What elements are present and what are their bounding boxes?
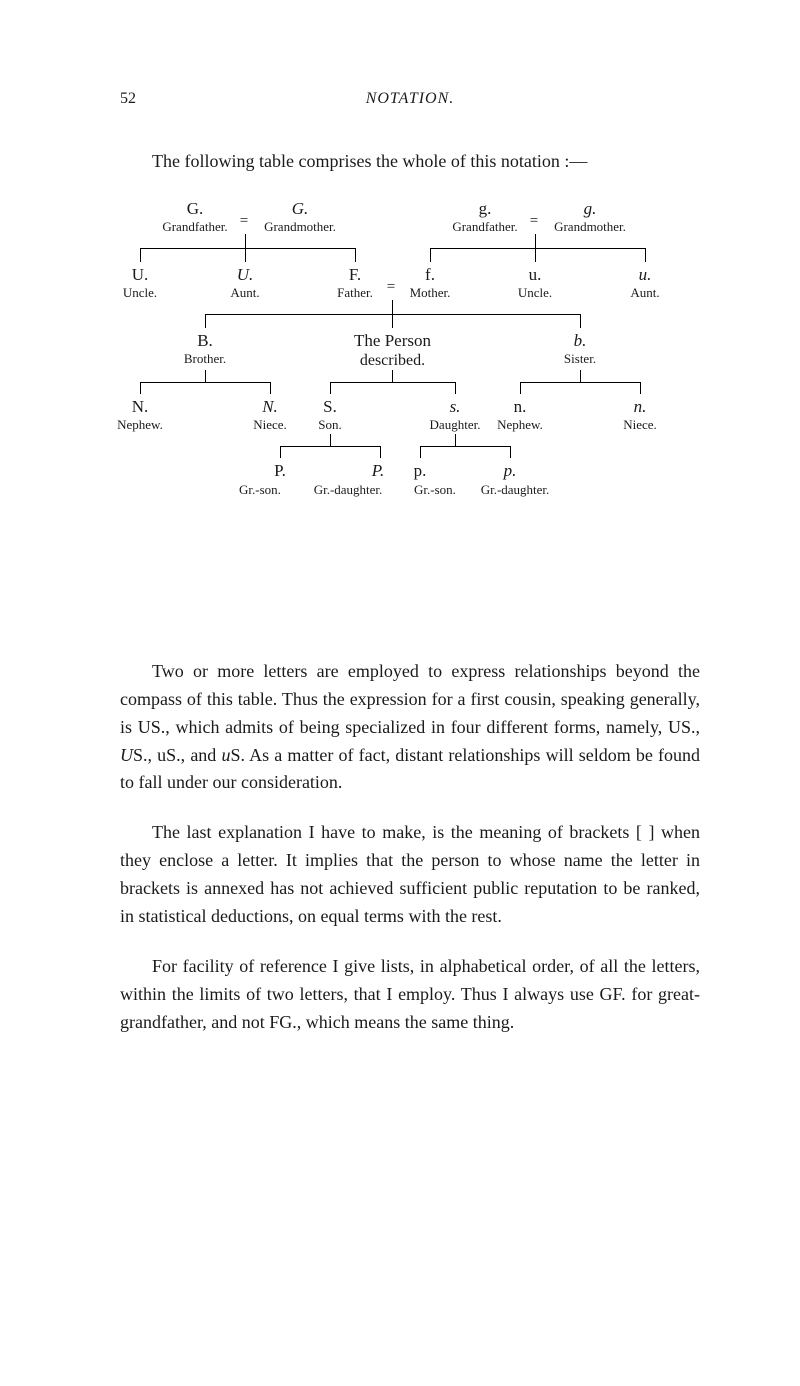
g3-person-sub: described. — [330, 351, 455, 371]
para-2: The last explanation I have to make, is … — [120, 819, 700, 931]
p1e: S., uS., and — [133, 745, 221, 765]
para-3: For facility of reference I give lists, … — [120, 953, 700, 1037]
g4-Nit-sub: Niece. — [240, 417, 300, 433]
notation-tree: G. Grandfather. = G. Grandmother. g. Gra… — [120, 198, 700, 628]
g4-nit-sub: Niece. — [610, 417, 670, 433]
g2-f: f. — [400, 264, 460, 285]
g4-N-sub: Nephew. — [110, 417, 170, 433]
running-head: NOTATION. — [120, 90, 700, 108]
g2-f-sub: Mother. — [400, 285, 460, 301]
g1-g-sub: Grandfather. — [445, 219, 525, 235]
p3e: , which means the same thing. — [297, 1012, 514, 1032]
para-1: Two or more letters are employed to expr… — [120, 658, 700, 797]
g4-S: S. — [300, 396, 360, 417]
g4-nit: n. — [610, 396, 670, 417]
g3-person: The Person — [330, 330, 455, 351]
g4-N: N. — [110, 396, 170, 417]
g4-n-sub: Nephew. — [490, 417, 550, 433]
g1-eq1: = — [235, 212, 253, 231]
g1-G-sub: Grandfather. — [155, 219, 235, 235]
g2-F-sub: Father. — [325, 285, 385, 301]
g2-U: U. — [110, 264, 170, 285]
g3-B-sub: Brother. — [170, 351, 240, 367]
g3-bit: b. — [545, 330, 615, 351]
g1-git: g. — [545, 198, 635, 219]
g1-eq2: = — [525, 212, 543, 231]
g2-u-sub: Uncle. — [505, 285, 565, 301]
g1-Git: G. — [255, 198, 345, 219]
intro-paragraph: The following table comprises the whole … — [120, 148, 700, 176]
g2-Uit-sub: Aunt. — [215, 285, 275, 301]
g2-uit-sub: Aunt. — [615, 285, 675, 301]
p1c: , which admits of being specialized in f… — [165, 717, 700, 737]
g5-p-sub: Gr.-son. — [400, 482, 470, 498]
intro-text: The following table comprises the whole … — [152, 151, 587, 171]
g3-bit-sub: Sister. — [545, 351, 615, 367]
p3b: GF. — [600, 984, 626, 1004]
g4-Nit: N. — [240, 396, 300, 417]
g5-P-sub: Gr.-son. — [225, 482, 295, 498]
g5-p: p. — [390, 460, 450, 481]
g4-sit: s. — [420, 396, 490, 417]
g2-eq: = — [382, 278, 400, 297]
p1d: U — [120, 745, 133, 765]
g2-U-sub: Uncle. — [110, 285, 170, 301]
g4-n: n. — [490, 396, 550, 417]
g4-S-sub: Son. — [300, 417, 360, 433]
p1b: US. — [138, 717, 166, 737]
g1-G: G. — [155, 198, 235, 219]
g2-Uit: U. — [215, 264, 275, 285]
g2-F: F. — [325, 264, 385, 285]
g5-pit-sub: Gr.-daughter. — [465, 482, 565, 498]
g3-B: B. — [170, 330, 240, 351]
g4-sit-sub: Daughter. — [420, 417, 490, 433]
g1-g: g. — [445, 198, 525, 219]
g5-Pit-sub: Gr.-daughter. — [298, 482, 398, 498]
g1-Git-sub: Grandmother. — [255, 219, 345, 235]
g1-git-sub: Grandmother. — [545, 219, 635, 235]
g2-u: u. — [505, 264, 565, 285]
g5-P: P. — [250, 460, 310, 481]
p2: The last explanation I have to make, is … — [120, 822, 700, 926]
g5-pit: p. — [480, 460, 540, 481]
p3d: FG. — [269, 1012, 297, 1032]
g2-uit: u. — [615, 264, 675, 285]
